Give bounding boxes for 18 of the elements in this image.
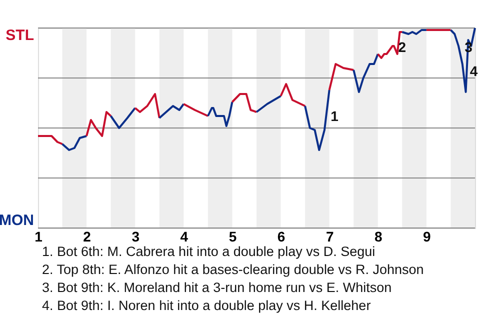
annotation: 2 (398, 39, 406, 55)
x-tick-label: 1 (34, 228, 43, 244)
x-tick-label: 2 (83, 228, 92, 244)
text: STL (6, 27, 34, 44)
x-tick-label: 6 (277, 228, 286, 244)
text: 2. Top 8th: E. Alfonzo hit a bases-clearing double vs R. Johnson (42, 262, 424, 277)
x-tick-label: 3 (132, 228, 140, 244)
text: 1. Bot 6th: M. Cabrera hit into a double play vs D. Segui (42, 244, 376, 259)
annotation: 4 (470, 63, 478, 79)
annotation: 1 (330, 108, 339, 124)
x-tick-label: 8 (374, 228, 382, 244)
text: 4. Bot 9th: I. Noren hit into a double play vs H. Kelleher (42, 298, 372, 313)
x-tick-label: 9 (423, 228, 432, 244)
x-tick-label: 4 (180, 228, 188, 244)
x-tick-label: 5 (228, 228, 237, 244)
x-tick-label: 7 (326, 228, 334, 244)
text: 3. Bot 9th: K. Moreland hit a 3-run home run vs E. Whitson (42, 280, 392, 295)
text: MON (0, 212, 34, 229)
